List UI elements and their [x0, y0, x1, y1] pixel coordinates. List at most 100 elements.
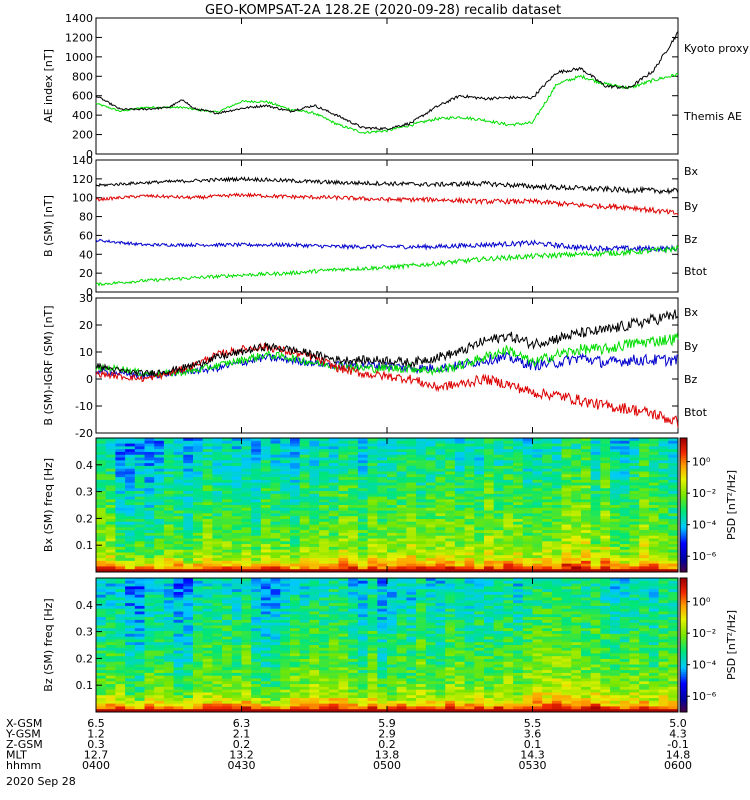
spectrogram-cell [154, 560, 165, 565]
spectrogram-cell [212, 667, 223, 671]
spectrogram-cell [348, 454, 359, 458]
spectrogram-cell [571, 460, 582, 464]
spectrogram-cell [173, 698, 184, 702]
spectrogram-cell [115, 645, 126, 649]
spectrogram-cell [396, 479, 407, 484]
spectrogram-cell [425, 633, 436, 638]
spectrogram-cell [338, 709, 349, 713]
spectrogram-cell [222, 566, 233, 570]
y-tick-label: 400 [72, 109, 93, 122]
spectrogram-cell [173, 658, 184, 663]
spectrogram-cell [299, 499, 310, 503]
spectrogram-cell [338, 558, 349, 562]
spectrogram-cell [416, 583, 427, 587]
spectrogram-cell [163, 586, 174, 590]
spectrogram-cell [396, 628, 407, 632]
spectrogram-cell [241, 560, 252, 565]
spectrogram-cell [338, 605, 349, 610]
spectrogram-cell [474, 499, 485, 503]
spectrogram-cell [639, 454, 650, 458]
spectrogram-cell [435, 446, 446, 450]
spectrogram-cell [387, 527, 398, 531]
spectrogram-cell [406, 443, 417, 447]
spectrogram-cell [212, 546, 223, 551]
spectrogram-cell [542, 532, 553, 537]
spectrogram-cell [425, 544, 436, 548]
spectrogram-cell [387, 454, 398, 458]
spectrogram-cell [396, 465, 407, 470]
spectrogram-cell [367, 513, 378, 517]
spectrogram-cell [532, 449, 543, 453]
spectrogram-cell [319, 594, 330, 598]
spectrogram-cell [600, 454, 611, 458]
spectrogram-cell [338, 661, 349, 665]
spectrogram-cell [105, 605, 116, 610]
spectrogram-cell [309, 505, 320, 509]
spectrogram-cell [309, 591, 320, 596]
spectrogram-cell [299, 656, 310, 660]
spectrogram-cell [338, 586, 349, 590]
spectrogram-cell [600, 530, 611, 534]
spectrogram-cell [144, 603, 155, 607]
spectrogram-cell [396, 535, 407, 539]
spectrogram-cell [406, 703, 417, 707]
spectrogram-cell [96, 611, 107, 615]
spectrogram-cell [396, 703, 407, 707]
spectrogram-cell [406, 440, 417, 444]
spectrogram-cell [600, 555, 611, 559]
spectrogram-cell [338, 706, 349, 710]
spectrogram-cell [144, 538, 155, 542]
spectrogram-cell [96, 485, 107, 489]
spectrogram-cell [590, 457, 601, 461]
spectrogram-cell [416, 443, 427, 447]
spectrogram-cell [319, 686, 330, 691]
series-line-by [95, 244, 679, 287]
spectrogram-cell [348, 675, 359, 679]
spectrogram-cell [251, 555, 262, 559]
spectrogram-cell [600, 471, 611, 475]
spectrogram-cell [193, 692, 204, 696]
spectrogram-cell [551, 555, 562, 559]
spectrogram-cell [134, 656, 145, 660]
spectrogram-cell [416, 678, 427, 682]
spectrogram-cell [484, 552, 495, 556]
spectrogram-cell [251, 516, 262, 520]
spectrogram-cell [610, 457, 621, 461]
spectrogram-cell [425, 692, 436, 696]
spectrogram-cell [464, 541, 475, 545]
spectrogram-cell [464, 614, 475, 618]
spectrogram-cell [416, 496, 427, 500]
spectrogram-cell [493, 535, 504, 539]
spectrogram-cell [105, 678, 116, 682]
spectrogram-cell [454, 488, 465, 492]
spectrogram-cell [173, 457, 184, 461]
spectrogram-cell [163, 684, 174, 688]
spectrogram-cell [163, 471, 174, 475]
spectrogram-cell [183, 535, 194, 539]
spectrogram-cell [270, 440, 281, 444]
spectrogram-cell [290, 645, 301, 649]
spectrogram-cell [367, 535, 378, 539]
spectrogram-cell [173, 558, 184, 562]
spectrogram-cell [222, 700, 233, 705]
spectrogram-cell [474, 471, 485, 475]
spectrogram-cell [445, 549, 456, 553]
spectrogram-cell [280, 603, 291, 607]
spectrogram-cell [125, 474, 136, 478]
spectrogram-cell [241, 493, 252, 498]
spectrogram-cell [513, 451, 524, 456]
spectrogram-cell [241, 681, 252, 685]
spectrogram-cell [571, 541, 582, 545]
spectrogram-cell [445, 440, 456, 444]
spectrogram-cell [590, 499, 601, 503]
spectrogram-cell [96, 521, 107, 525]
spectrogram-cell [416, 617, 427, 621]
spectrogram-cell [513, 454, 524, 458]
spectrogram-cell [154, 675, 165, 679]
spectrogram-cell [309, 608, 320, 612]
spectrogram-cell [367, 675, 378, 679]
spectrogram-cell [648, 563, 659, 567]
spectrogram-cell [416, 451, 427, 456]
spectrogram-cell [387, 440, 398, 444]
